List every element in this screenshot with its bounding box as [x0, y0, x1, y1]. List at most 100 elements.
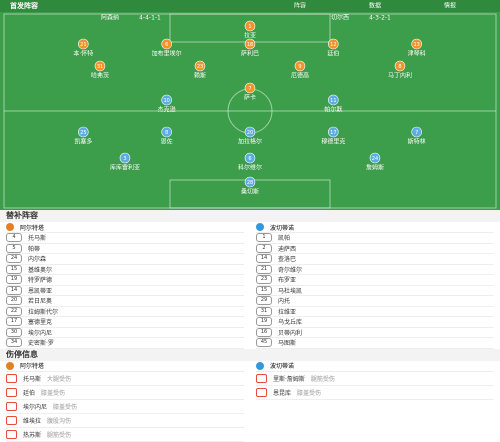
player-badge: [369, 152, 381, 164]
player-name: 加拉格尔: [238, 138, 262, 146]
player-badge: [394, 60, 406, 72]
sub-number: 15: [256, 285, 272, 295]
injury-row: 热苏斯 腿筋受伤: [6, 428, 244, 442]
player-number: 8: [398, 64, 401, 70]
player: 1 拉亚: [244, 20, 256, 40]
player-badge: [194, 60, 206, 72]
avatar: [256, 361, 264, 370]
coach-name: 波切蒂诺: [270, 224, 295, 232]
away-team: 切尔西: [331, 14, 349, 22]
injury-reason: 膝盖受伤: [297, 389, 322, 397]
sub-number: 17: [6, 317, 22, 327]
sub-row: 17 塞德里克: [6, 317, 244, 328]
player-name: 萨卡: [244, 94, 256, 102]
player-number: 31: [97, 64, 103, 70]
player: 7 萨卡: [244, 82, 256, 102]
player-name: 拉亚: [244, 32, 256, 40]
player-badge: [244, 152, 256, 164]
player: 17 穆德里克: [321, 126, 345, 146]
home-subs: 阿尔特塔 4 托马斯 5 帕蒂 24 内尔森 15 基维奥尔 19 特罗萨德 14 恩凯蒂亚 20 若日尼…: [0, 222, 250, 349]
sub-row: 14 查洛巴: [256, 254, 494, 265]
sub-name: 托马斯: [28, 235, 47, 243]
sub-row: 5 帕蒂: [6, 243, 244, 254]
player: 28 桑切斯: [241, 176, 259, 196]
injury-reason: 膝盖受伤: [53, 403, 78, 411]
player-name: 詹姆斯: [366, 164, 384, 172]
section-title: 替补阵容: [0, 210, 500, 222]
tab[interactable]: 数据: [369, 2, 381, 10]
sub-number: 2: [256, 243, 272, 253]
tab[interactable]: 阵容: [294, 2, 306, 10]
player-name: 加布里埃尔: [152, 50, 182, 58]
injury-name: 里斯·詹姆斯: [273, 375, 305, 383]
tab[interactable]: 情报: [444, 2, 456, 10]
injury-icon: [256, 387, 267, 397]
away-formation: 4-3-2-1: [369, 15, 391, 22]
injury-name: 维埃拉: [23, 417, 42, 425]
sub-name: 拉维亚: [278, 308, 297, 316]
away-subs: 波切蒂诺 1 凯帕 2 迪萨西 14 查洛巴 21 奇尔维尔 23 布罗亚 15 马杜埃凯 29 内托 31…: [250, 222, 500, 349]
sub-name: 内托: [278, 298, 291, 306]
sub-row: 45 马图斯: [256, 338, 494, 349]
sub-name: 帕蒂: [28, 245, 41, 253]
player-badge: [119, 152, 131, 164]
player-name: 杰克逊: [158, 106, 176, 114]
sub-row: 31 拉维亚: [256, 306, 494, 317]
sub-row: 22 拉姆斯代尔: [6, 306, 244, 317]
sub-row: 19 乌戈丘库: [256, 317, 494, 328]
injury-name: 热苏斯: [23, 431, 42, 439]
player-badge: [294, 60, 306, 72]
sub-name: 史密斯·罗: [28, 340, 54, 348]
player-badge: [161, 94, 172, 106]
injury-icon: [6, 401, 17, 411]
sub-number: 15: [6, 264, 22, 274]
player-badge: [411, 38, 422, 50]
sub-name: 布罗亚: [278, 277, 297, 285]
sub-name: 塞德里克: [28, 319, 53, 327]
player-number: 11: [330, 98, 336, 104]
sub-number: 21: [256, 264, 272, 274]
player-number: 25: [80, 130, 86, 136]
sub-name: 马图斯: [278, 340, 297, 348]
sub-name: 迪萨西: [278, 245, 297, 253]
avatar: [6, 223, 14, 231]
sub-name: 马杜埃凯: [278, 287, 303, 295]
injury-icon: [6, 429, 17, 439]
sub-number: 14: [6, 285, 22, 295]
sub-name: 埃尔内尼: [28, 329, 53, 337]
sub-name: 恩凯蒂亚: [28, 287, 53, 295]
home-injuries: 阿尔特塔 托马斯 大腿受伤 廷伯 膝盖受伤 埃尔内尼 膝盖受伤 维埃拉 腹股沟伤 热苏斯 腿筋受伤: [0, 361, 250, 442]
player-number: 8: [165, 130, 168, 136]
sub-name: 查洛巴: [278, 256, 297, 264]
player-name: 赖斯: [194, 72, 206, 80]
player-badge: [411, 126, 422, 138]
player-name: 恩佐: [161, 138, 173, 146]
player-badge: [78, 38, 89, 50]
player-number: 9: [298, 64, 301, 70]
sub-row: 34 史密斯·罗: [6, 338, 244, 349]
sub-row: 23 布罗亚: [256, 275, 494, 286]
player-name: 哈弗茨: [91, 72, 109, 80]
injury-row: 里斯·詹姆斯 腿筋受伤: [256, 372, 494, 386]
sub-number: 20: [6, 296, 22, 306]
sub-name: 乌戈丘库: [278, 319, 303, 327]
pitch: 首发阵容 阵容 数据 情报 阿森纳 4-4-1-1 切尔西 4-3-2-1 1 拉…: [0, 0, 500, 210]
player-name: 科尔维尔: [238, 164, 262, 172]
player: 3 库库雷利亚: [110, 152, 140, 172]
home-formation: 4-4-1-1: [139, 15, 161, 22]
injury-icon: [6, 373, 17, 383]
coach-row: 阿尔特塔: [6, 361, 244, 372]
sub-row: 4 托马斯: [6, 233, 244, 244]
sub-number: 19: [6, 275, 22, 285]
coach-row: 波切蒂诺: [256, 222, 494, 233]
player: 18 萨利巴: [241, 38, 259, 58]
injury-row: 维埃拉 腹股沟伤: [6, 414, 244, 428]
coach-row: 阿尔特塔: [6, 222, 244, 233]
player-number: 6: [248, 156, 251, 162]
player-badge: [244, 176, 256, 188]
player-number: 23: [197, 64, 203, 70]
player-number: 28: [247, 180, 253, 186]
player-number: 7: [415, 130, 418, 136]
sub-row: 15 基维奥尔: [6, 264, 244, 275]
sub-number: 23: [256, 275, 272, 285]
